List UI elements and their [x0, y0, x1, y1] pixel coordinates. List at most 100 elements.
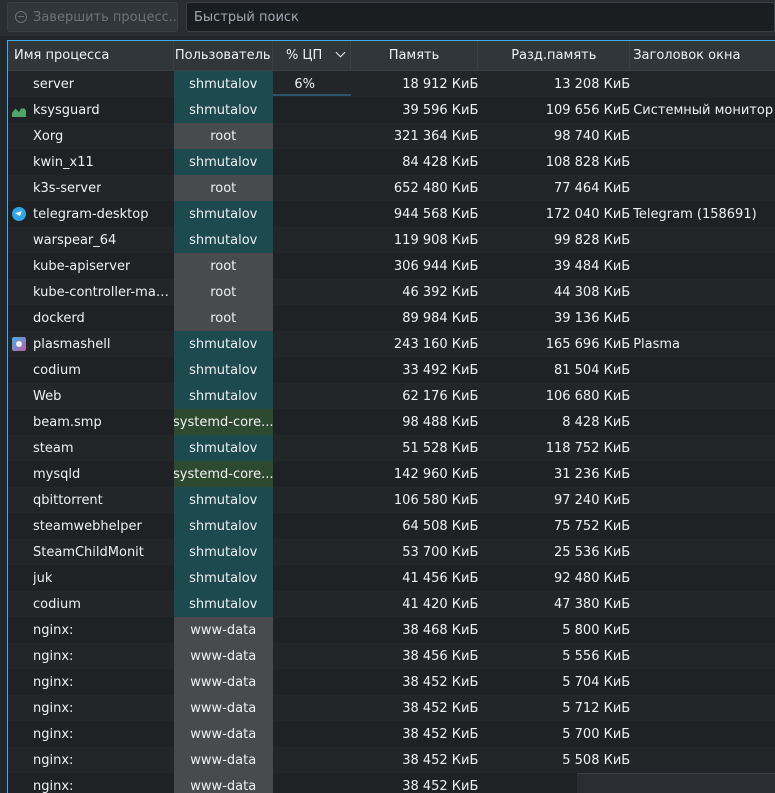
column-header-window-title[interactable]: Заголовок окна: [630, 41, 775, 71]
process-user: shmutalov: [173, 149, 273, 175]
column-header-label: % ЦП: [285, 48, 323, 63]
table-row[interactable]: ksysguard shmutalov 39 596 КиБ 109 656 КиБ С…: [8, 97, 775, 123]
process-cpu: 6%: [272, 71, 351, 97]
process-memory: 243 160 КиБ: [393, 336, 479, 352]
process-cpu: [273, 227, 351, 253]
column-header-shared-memory[interactable]: Разд.память: [478, 41, 631, 71]
process-name: kube-apiserver: [8, 253, 174, 279]
process-cpu: [273, 643, 351, 669]
process-memory: 38 452 КиБ: [402, 778, 479, 793]
column-header-label: Память: [388, 48, 440, 63]
kill-process-button[interactable]: Завершить процесс...: [7, 2, 178, 32]
process-user: shmutalov: [173, 383, 273, 409]
process-name-text: nginx:: [33, 752, 74, 768]
process-user: shmutalov: [173, 513, 273, 539]
process-name: codium: [8, 591, 174, 617]
process-name-text: Xorg: [33, 128, 64, 144]
process-memory: 38 452 КиБ: [402, 726, 479, 742]
process-memory: 62 176 КиБ: [402, 388, 479, 404]
table-row[interactable]: steamwebhelper shmutalov 64 508 КиБ 75 752 …: [8, 513, 775, 539]
process-window-title: Системный монитор: [633, 102, 774, 118]
process-user: root: [173, 305, 273, 331]
table-row[interactable]: warspear_64 shmutalov 119 908 КиБ 99 828 Ки…: [8, 227, 775, 253]
process-cpu: [273, 97, 351, 123]
process-window-title: [630, 123, 775, 149]
process-name: nginx:: [8, 643, 174, 669]
process-user: root: [173, 253, 273, 279]
table-row[interactable]: nginx: www-data 38 456 КиБ 5 556 КиБ: [8, 643, 775, 669]
process-cpu: [273, 747, 351, 773]
process-user: www-data: [173, 773, 273, 793]
table-row[interactable]: kwin_x11 shmutalov 84 428 КиБ 108 828 КиБ: [8, 149, 775, 175]
process-memory: 321 364 КиБ: [393, 128, 479, 144]
process-memory: 38 468 КиБ: [402, 622, 479, 638]
process-shared-memory: 5 704 КиБ: [562, 674, 631, 690]
process-cpu: [273, 357, 351, 383]
process-user: shmutalov: [173, 357, 273, 383]
process-window-title: [630, 591, 775, 617]
table-row[interactable]: codium shmutalov 41 420 КиБ 47 380 КиБ: [8, 591, 775, 617]
table-row[interactable]: plasmashell shmutalov 243 160 КиБ 165 696 К…: [8, 331, 775, 357]
table-row[interactable]: nginx: www-data 38 468 КиБ 5 800 КиБ: [8, 617, 775, 643]
toolbar: Завершить процесс...: [0, 0, 775, 36]
process-memory: 41 456 КиБ: [402, 570, 479, 586]
table-row[interactable]: k3s-server root 652 480 КиБ 77 464 КиБ: [8, 175, 775, 201]
quick-search-input[interactable]: [186, 2, 775, 32]
column-header-user[interactable]: Пользователь: [173, 41, 273, 71]
process-shared-memory: 172 040 КиБ: [545, 206, 631, 222]
table-row[interactable]: kube-apiserver root 306 944 КиБ 39 484 КиБ: [8, 253, 775, 279]
column-header-name[interactable]: Имя процесса: [8, 41, 174, 71]
process-memory: 38 452 КиБ: [402, 752, 479, 768]
process-memory: 38 452 КиБ: [402, 700, 479, 716]
table-row[interactable]: Xorg root 321 364 КиБ 98 740 КиБ: [8, 123, 775, 149]
stop-icon: [15, 11, 27, 23]
process-window-title: [630, 669, 775, 695]
process-shared-memory: 81 504 КиБ: [553, 362, 631, 378]
table-row[interactable]: Web shmutalov 62 176 КиБ 106 680 КиБ: [8, 383, 775, 409]
process-cpu: [273, 487, 351, 513]
process-name-text: kwin_x11: [33, 154, 94, 170]
table-row[interactable]: mysqld systemd-core... 142 960 КиБ 31 236 К…: [8, 461, 775, 487]
table-row[interactable]: SteamChildMonit shmutalov 53 700 КиБ 25 536…: [8, 539, 775, 565]
table-row[interactable]: steam shmutalov 51 528 КиБ 118 752 КиБ: [8, 435, 775, 461]
process-user: www-data: [173, 721, 273, 747]
process-name-text: steamwebhelper: [33, 518, 142, 534]
table-row[interactable]: kube-controller-man... root 46 392 КиБ 44 3…: [8, 279, 775, 305]
process-name-text: codium: [33, 596, 81, 612]
process-memory: 64 508 КиБ: [402, 518, 479, 534]
process-window-title: [630, 71, 775, 97]
table-row[interactable]: nginx: www-data 38 452 КиБ 5 508 КиБ: [8, 747, 775, 773]
column-header-memory[interactable]: Память: [350, 41, 479, 71]
table-row[interactable]: dockerd root 89 984 КиБ 39 136 КиБ: [8, 305, 775, 331]
process-user: systemd-core...: [173, 409, 273, 435]
process-name: nginx:: [8, 773, 174, 793]
column-header-cpu[interactable]: % ЦП: [272, 41, 351, 71]
process-window-title: [630, 643, 775, 669]
table-row[interactable]: server shmutalov 6% 18 912 КиБ 13 208 КиБ: [8, 71, 775, 97]
process-cpu: [273, 565, 351, 591]
process-name: kwin_x11: [8, 149, 174, 175]
process-name: warspear_64: [8, 227, 174, 253]
table-row[interactable]: nginx: www-data 38 452 КиБ 5 700 КиБ: [8, 721, 775, 747]
process-name: steamwebhelper: [8, 513, 174, 539]
process-name: server: [8, 71, 174, 97]
table-body: server shmutalov 6% 18 912 КиБ 13 208 КиБ ksy…: [8, 71, 775, 793]
table-row[interactable]: nginx: www-data 38 452 КиБ 5 712 КиБ: [8, 695, 775, 721]
table-row[interactable]: codium shmutalov 33 492 КиБ 81 504 КиБ: [8, 357, 775, 383]
process-name: mysqld: [8, 461, 174, 487]
process-name-text: k3s-server: [33, 180, 102, 196]
process-shared-memory: 5 700 КиБ: [562, 726, 631, 742]
table-row[interactable]: beam.smp systemd-core... 98 488 КиБ 8 428 К…: [8, 409, 775, 435]
process-name-text: steam: [33, 440, 74, 456]
process-user: shmutalov: [173, 97, 273, 123]
table-row[interactable]: juk shmutalov 41 456 КиБ 92 480 КиБ: [8, 565, 775, 591]
process-name-text: codium: [33, 362, 81, 378]
process-cpu: [273, 435, 351, 461]
table-row[interactable]: qbittorrent shmutalov 106 580 КиБ 97 240 Ки…: [8, 487, 775, 513]
process-shared-memory: 108 828 КиБ: [545, 154, 631, 170]
process-name: nginx:: [8, 747, 174, 773]
process-shared-memory: 44 308 КиБ: [553, 284, 631, 300]
table-row[interactable]: nginx: www-data 38 452 КиБ 5 704 КиБ: [8, 669, 775, 695]
process-name: telegram-desktop: [8, 201, 174, 227]
table-row[interactable]: telegram-desktop shmutalov 944 568 КиБ 172 …: [8, 201, 775, 227]
